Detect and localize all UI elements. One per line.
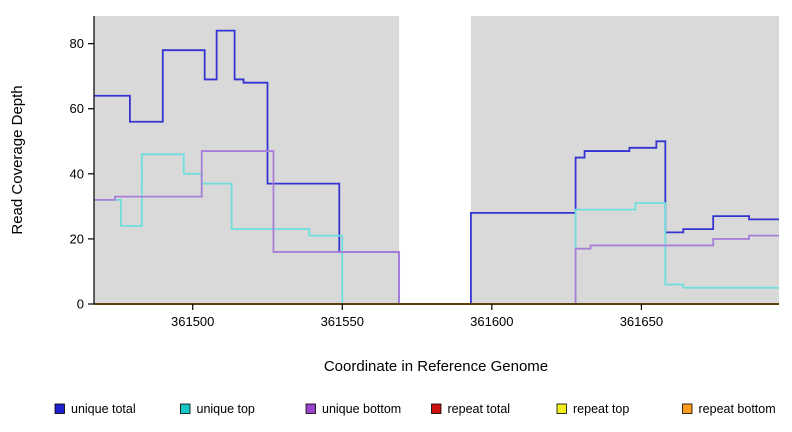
legend-label: unique total: [71, 402, 136, 416]
legend-swatch: [54, 403, 65, 414]
legend-item-repeat-top: repeat top: [556, 402, 629, 416]
plot-background-layer: [94, 16, 779, 304]
x-axis-title: Coordinate in Reference Genome: [324, 358, 548, 375]
y-tick-label: 80: [70, 36, 84, 51]
legend-swatch: [556, 403, 567, 414]
tick-label-layer: 0 20 40 60 80 361500 361550 361600 361650: [70, 36, 664, 329]
legend-label: repeat top: [573, 402, 629, 416]
legend-swatch: [305, 403, 316, 414]
legend-label: repeat bottom: [699, 402, 776, 416]
legend-swatch: [180, 403, 191, 414]
masked-region: [399, 16, 471, 304]
legend-item-unique-top: unique top: [180, 402, 255, 416]
legend-label: repeat total: [448, 402, 511, 416]
x-tick-label: 361600: [470, 314, 513, 329]
x-tick-label: 361550: [321, 314, 364, 329]
x-tick-label: 361500: [171, 314, 214, 329]
legend-label: unique bottom: [322, 402, 401, 416]
legend-item-unique-total: unique total: [54, 402, 136, 416]
axes-layer: [88, 16, 779, 310]
legend-item-repeat-total: repeat total: [431, 402, 511, 416]
legend-swatch: [682, 403, 693, 414]
x-tick-label: 361650: [620, 314, 663, 329]
legend-label: unique top: [197, 402, 255, 416]
y-axis-title: Read Coverage Depth: [9, 85, 26, 234]
y-tick-label: 60: [70, 101, 84, 116]
legend-swatch: [431, 403, 442, 414]
legend-item-unique-bottom: unique bottom: [305, 402, 401, 416]
y-tick-label: 40: [70, 166, 84, 181]
legend: unique total unique top unique bottom repea…: [54, 402, 776, 416]
series-line-unique-top: [94, 153, 779, 305]
legend-item-repeat-bottom: repeat bottom: [682, 402, 776, 416]
y-tick-label: 0: [77, 297, 84, 312]
y-tick-label: 20: [70, 231, 84, 246]
